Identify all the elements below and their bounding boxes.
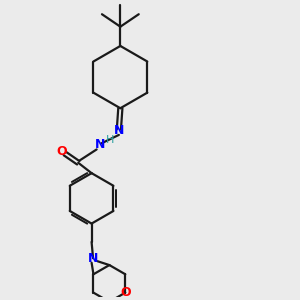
Text: N: N bbox=[88, 252, 98, 265]
Text: H: H bbox=[106, 135, 114, 145]
Text: O: O bbox=[57, 145, 67, 158]
Text: N: N bbox=[94, 139, 105, 152]
Text: O: O bbox=[120, 286, 130, 299]
Text: N: N bbox=[114, 124, 124, 137]
